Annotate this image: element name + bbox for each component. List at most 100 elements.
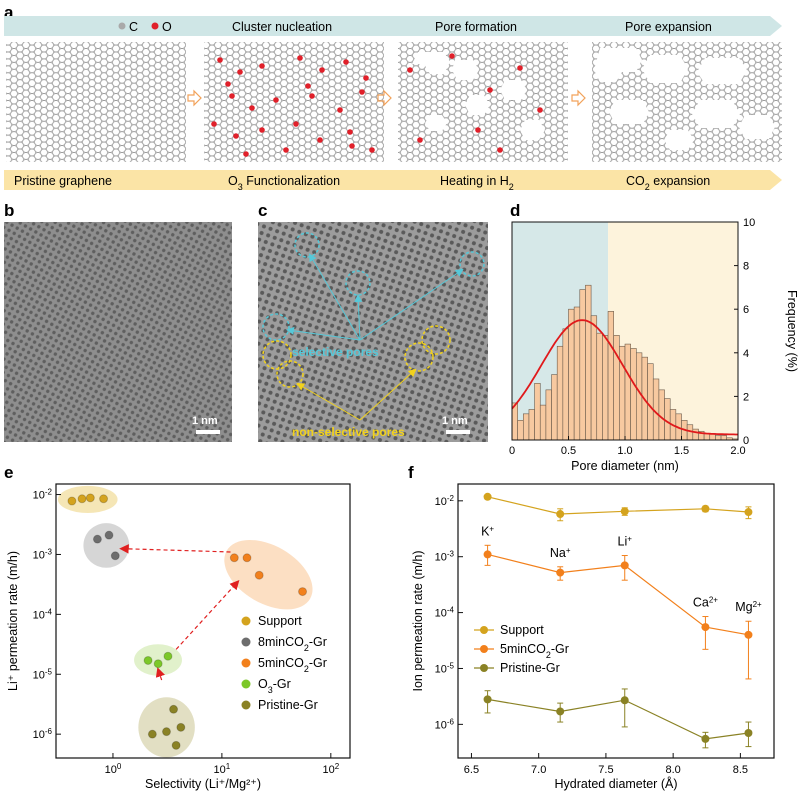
x-tick-label: 7.0 <box>531 764 546 776</box>
nonselective-pointer-arrows <box>296 368 417 421</box>
histogram-bar <box>568 308 575 441</box>
gaussian-fit-curve <box>511 319 738 436</box>
oxygen-legend-dot <box>151 22 159 30</box>
pore-holes <box>412 48 775 150</box>
data-point <box>298 587 308 597</box>
scalebar-b <box>196 430 220 434</box>
x-tick-label: 1.0 <box>617 445 632 457</box>
data-point <box>242 553 252 563</box>
histogram-bar <box>573 306 581 441</box>
y-tick-label: 10-6 <box>33 727 53 742</box>
tick-base: 10 <box>33 729 45 741</box>
bottom-step-pristine: Pristine graphene <box>14 174 112 188</box>
scatter-points <box>67 493 308 750</box>
ion-label: Na+ <box>550 545 571 560</box>
ion-charge: + <box>627 534 632 543</box>
data-point <box>169 704 179 714</box>
panel-f-letter: f <box>408 463 414 482</box>
legend-label: 5minCO2-Gr <box>500 642 569 660</box>
y-tick-label: 10-4 <box>435 605 455 620</box>
tick-exponent: -4 <box>447 605 455 614</box>
x-tick-label: 2.0 <box>730 445 745 457</box>
panel-e-letter: e <box>4 463 13 482</box>
step-label-cluster-nucleation: Cluster nucleation <box>232 20 332 34</box>
x-tick-label: 0 <box>509 445 515 457</box>
oxygen-atom <box>347 129 353 135</box>
panel-c: c selective pores non-selective pores 1 … <box>258 201 488 442</box>
histogram-bar <box>602 335 609 441</box>
oxygen-atom <box>297 55 303 61</box>
histogram-bar <box>522 413 530 441</box>
oxygen-atom <box>293 121 299 127</box>
ion-symbol: Ca <box>693 596 709 610</box>
data-point <box>153 659 163 669</box>
bottom-step-co2: CO2 expansion <box>626 174 710 192</box>
tick-exponent: -2 <box>45 487 53 496</box>
legend-e: Support8minCO2-Gr5minCO2-GrO3-GrPristine… <box>241 614 327 712</box>
oxygen-atom <box>363 75 369 81</box>
lattice-functionalized <box>204 42 384 162</box>
data-point <box>620 507 629 516</box>
histogram-bar <box>692 428 699 441</box>
selective-pores-label: selective pores <box>292 345 379 359</box>
data-point <box>556 510 565 519</box>
evolution-arrow <box>119 544 231 554</box>
step-arrow-3 <box>571 89 586 107</box>
oxygen-atom <box>237 69 243 75</box>
scalebar-label-b: 1 nm <box>192 415 218 427</box>
oxygen-atom <box>217 57 223 63</box>
y-tick-label: 4 <box>743 348 749 360</box>
panel-f: f K+Na+Li+Ca2+Mg2+ 6.5 7.0 7.5 8.0 8.5 10-61… <box>408 463 775 791</box>
y-tick-label: 6 <box>743 304 749 316</box>
x-tick-label: 102 <box>322 762 339 777</box>
panel-b: b 1 nm <box>4 201 232 442</box>
histogram-bar <box>579 289 586 441</box>
oxygen-atom <box>229 93 235 99</box>
data-point <box>254 570 264 580</box>
tem-image-porous <box>258 222 488 442</box>
tick-exponent: -5 <box>45 667 53 676</box>
ion-symbol: Na <box>550 546 566 560</box>
legend-label: O3-Gr <box>258 677 291 695</box>
data-point <box>104 530 114 540</box>
y-tick-label: 10-4 <box>33 607 53 622</box>
y-axis-ticks-d: 0 2 4 6 8 10 <box>734 217 755 447</box>
tick-base: 10 <box>435 663 447 675</box>
legend-marker <box>241 700 251 710</box>
legend-marker <box>241 679 251 689</box>
y-axis-ticks-f: 10-610-510-410-310-2 <box>435 493 463 731</box>
tick-exponent: -6 <box>45 727 53 736</box>
y-tick-label: 10-3 <box>33 547 53 562</box>
oxygen-atom <box>259 127 265 133</box>
legend-text-rest: -Gr <box>309 656 327 670</box>
ion-symbol: K <box>481 524 490 538</box>
oxygen-atom <box>317 137 323 143</box>
oxygen-atom <box>309 93 315 99</box>
oxygen-atom <box>369 147 375 153</box>
x-tick-label: 101 <box>214 762 231 777</box>
oxygen-atom <box>273 97 279 103</box>
oxygen-atom <box>497 147 503 153</box>
tick-exponent: -3 <box>45 547 53 556</box>
tick-exponent: -2 <box>447 493 455 502</box>
legend-text: 5minCO <box>500 642 546 656</box>
data-point <box>744 508 753 517</box>
legend-label: Support <box>258 614 302 628</box>
carbon-legend-label: C <box>129 20 138 34</box>
selective-pointer-arrows <box>286 253 464 341</box>
x-axis-label-d: Pore diameter (nm) <box>571 459 679 473</box>
panel-a-letter: a <box>4 3 14 22</box>
data-point <box>483 492 492 501</box>
tick-exponent: -4 <box>45 607 53 616</box>
tick-base: 10 <box>214 764 226 776</box>
data-point <box>483 695 492 704</box>
process-arrow-top <box>4 16 782 36</box>
tick-exponent: 0 <box>117 762 122 771</box>
histogram-bar <box>720 435 727 441</box>
histogram-bar <box>624 343 631 441</box>
oxygen-atom <box>283 147 289 153</box>
ion-symbol: Li <box>618 535 628 549</box>
histogram-bar <box>562 328 569 441</box>
histogram-bar <box>596 332 603 441</box>
tick-exponent: 1 <box>226 762 231 771</box>
